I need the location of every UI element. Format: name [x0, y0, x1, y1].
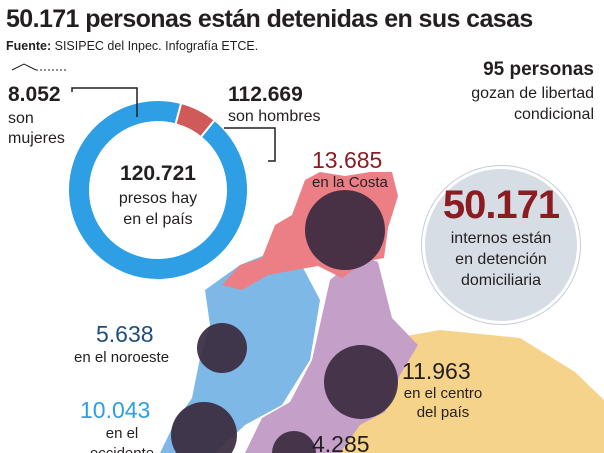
donut-slice-women [174, 101, 216, 139]
parole-number: 95 personas [483, 59, 594, 80]
men-label: son hombres [228, 108, 321, 125]
region-bubble-noroeste [197, 323, 247, 373]
donut-total-label-2: en el país [123, 211, 193, 228]
men-number: 112.669 [228, 83, 303, 106]
source-text: SISIPEC del Inpec. Infografía ETCE. [54, 39, 259, 53]
parole-label-1: gozan de libertad [471, 85, 594, 102]
summary-label: internos están en detención domiciliaria [428, 229, 574, 291]
donut-total-number: 120.721 [120, 162, 196, 185]
region-sur-number: 4.285 [312, 431, 370, 453]
region-occidente-label-1: en el [105, 425, 139, 442]
leader-line-men [224, 127, 276, 162]
donut-slice-men [67, 99, 249, 281]
region-costa-number: 13.685 [312, 147, 383, 173]
summary-label-2: en detención [455, 250, 547, 268]
summary-bubble [422, 166, 580, 324]
women-label-1: son [8, 110, 34, 127]
source-line: Fuente: SISIPEC del Inpec. Infografía ET… [6, 39, 258, 53]
summary-label-3: domiciliaria [460, 271, 542, 289]
region-bubble-centro [324, 345, 398, 419]
region-costa-label: en la Costa [312, 174, 388, 191]
summary-label-1: internos están [450, 230, 552, 247]
source-pointer [11, 63, 37, 71]
region-occidente-number: 10.043 [80, 397, 151, 423]
parole-label-2: condicional [513, 106, 594, 123]
region-bubble-occidente [171, 402, 237, 453]
region-bubble-sur [272, 431, 316, 453]
region-centro-number: 11.963 [402, 358, 471, 384]
leader-line-women [71, 87, 138, 117]
summary-number: 50.171 [442, 183, 560, 227]
region-occidente-label-2: occidente [80, 445, 164, 453]
source-label: Fuente: [6, 39, 52, 53]
donut-total-label-1: presos hay [118, 190, 198, 207]
region-centro-label-1: en el centro [403, 385, 483, 402]
region-noroeste-label: en el noroeste [74, 349, 170, 366]
women-label-2: mujeres [8, 130, 65, 147]
region-centro-label-2: del país [416, 404, 470, 421]
page-title: 50.171 personas están detenidas en sus c… [6, 5, 533, 33]
region-bubble-costa [305, 190, 385, 270]
women-number: 8.052 [8, 83, 61, 106]
region-noroeste-number: 5.638 [96, 321, 154, 347]
